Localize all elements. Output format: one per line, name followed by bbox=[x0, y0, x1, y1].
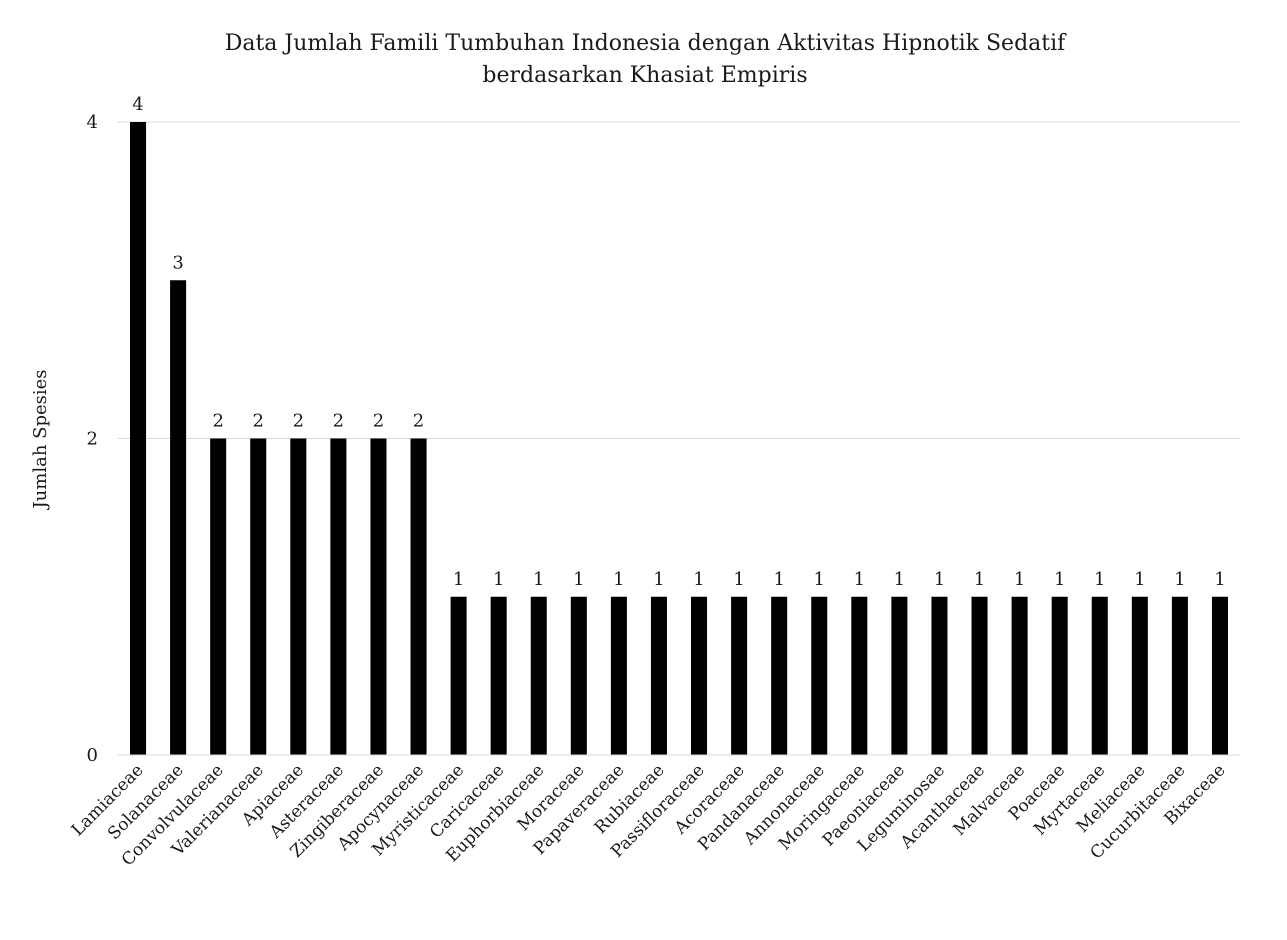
y-tick-label: 4 bbox=[87, 112, 98, 133]
y-tick-label: 0 bbox=[87, 745, 98, 766]
bar bbox=[891, 596, 908, 755]
bar bbox=[1051, 596, 1068, 755]
bar bbox=[210, 438, 227, 755]
x-axis-category-labels: LamiaceaeSolanaceaeConvolvulaceaeValeria… bbox=[68, 760, 1230, 870]
gridlines bbox=[118, 121, 1240, 439]
bar-data-label: 1 bbox=[974, 569, 985, 590]
bar bbox=[450, 596, 467, 755]
bar bbox=[1011, 596, 1028, 755]
bar-data-label: 3 bbox=[172, 252, 183, 273]
bar-data-label: 1 bbox=[854, 569, 865, 590]
bar bbox=[170, 280, 187, 755]
bar-data-label: 1 bbox=[613, 569, 624, 590]
chart-title-line-2: berdasarkan Khasiat Empiris bbox=[482, 63, 807, 88]
bar bbox=[1091, 596, 1108, 755]
bar bbox=[650, 596, 667, 755]
bar-data-label: 2 bbox=[293, 411, 304, 432]
bar-data-label: 1 bbox=[1014, 569, 1025, 590]
bar bbox=[731, 596, 748, 755]
bar-data-label: 1 bbox=[1054, 569, 1065, 590]
bar bbox=[490, 596, 507, 755]
bars bbox=[130, 122, 1228, 755]
bar-data-label: 1 bbox=[1094, 569, 1105, 590]
bar bbox=[290, 438, 307, 755]
bar-data-label: 4 bbox=[132, 94, 143, 115]
bar bbox=[771, 596, 788, 755]
bar bbox=[370, 438, 387, 755]
bar bbox=[130, 122, 147, 755]
y-tick-label: 2 bbox=[87, 429, 98, 450]
bar bbox=[971, 596, 988, 755]
y-axis-ticks: 0 2 4 bbox=[87, 112, 98, 766]
bar-data-label: 1 bbox=[1214, 569, 1225, 590]
bar bbox=[250, 438, 267, 755]
bar-data-label: 2 bbox=[253, 411, 264, 432]
bar-data-label: 1 bbox=[533, 569, 544, 590]
bar-data-label: 1 bbox=[814, 569, 825, 590]
bar bbox=[851, 596, 868, 755]
bar bbox=[610, 596, 627, 755]
chart-title: Data Jumlah Famili Tumbuhan Indonesia de… bbox=[225, 31, 1067, 88]
bar-data-label: 1 bbox=[1134, 569, 1145, 590]
chart-title-line-1: Data Jumlah Famili Tumbuhan Indonesia de… bbox=[225, 31, 1067, 56]
bar-data-label: 1 bbox=[573, 569, 584, 590]
bar-data-label: 1 bbox=[894, 569, 905, 590]
bar-data-label: 2 bbox=[212, 411, 223, 432]
bar-data-label: 1 bbox=[693, 569, 704, 590]
bar bbox=[410, 438, 427, 755]
bar bbox=[931, 596, 948, 755]
bar-data-label: 1 bbox=[733, 569, 744, 590]
bar bbox=[811, 596, 828, 755]
bar bbox=[1211, 596, 1228, 755]
bar bbox=[530, 596, 547, 755]
bar-data-label: 1 bbox=[493, 569, 504, 590]
bar bbox=[1171, 596, 1188, 755]
data-labels: 4 3 2 2 2 2 2 2 1 1 1 1 1 1 1 1 1 1 1 1 1 1 1 1 1 1 1 1 bbox=[132, 94, 1225, 590]
bar-data-label: 1 bbox=[1174, 569, 1185, 590]
bar-data-label: 1 bbox=[653, 569, 664, 590]
y-axis-title: Jumlah Spesies bbox=[30, 369, 51, 510]
bar-data-label: 1 bbox=[934, 569, 945, 590]
bar bbox=[691, 596, 708, 755]
bar-data-label: 2 bbox=[413, 411, 424, 432]
bar-data-label: 2 bbox=[333, 411, 344, 432]
bar-data-label: 2 bbox=[373, 411, 384, 432]
bar-data-label: 1 bbox=[453, 569, 464, 590]
bar bbox=[1131, 596, 1148, 755]
bar bbox=[570, 596, 587, 755]
bar-data-label: 1 bbox=[773, 569, 784, 590]
bar bbox=[330, 438, 347, 755]
